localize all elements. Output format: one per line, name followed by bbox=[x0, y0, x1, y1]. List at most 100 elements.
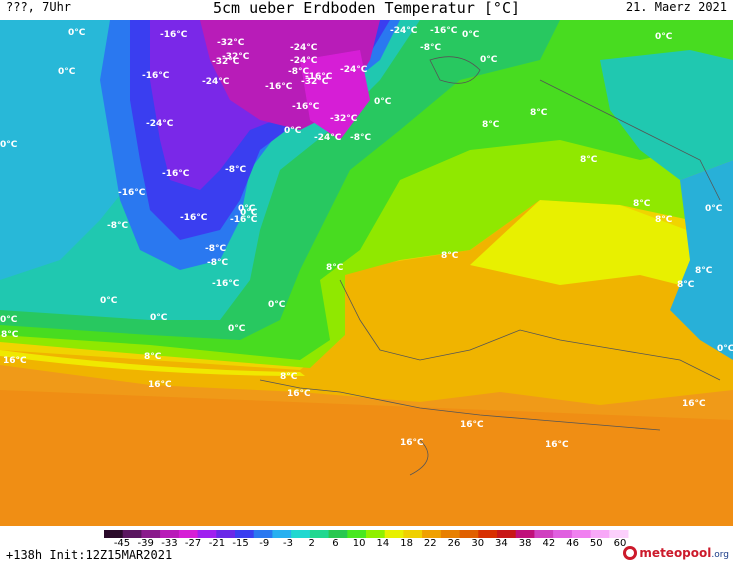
legend-tick-label: 6 bbox=[332, 538, 338, 548]
isotherm-label: 0°C bbox=[0, 315, 18, 325]
isotherm-label: 0°C bbox=[0, 140, 18, 150]
legend-swatch bbox=[590, 530, 610, 538]
isotherm-label: 0°C bbox=[705, 204, 723, 214]
legend-swatch bbox=[104, 530, 124, 538]
legend-tick-label: -21 bbox=[209, 538, 225, 548]
legend-tick-label: 60 bbox=[614, 538, 627, 548]
isotherm-label: -24°C bbox=[340, 65, 368, 75]
legend-swatch bbox=[497, 530, 517, 538]
isotherm-label: 0°C bbox=[58, 67, 76, 77]
legend-swatch bbox=[553, 530, 573, 538]
isotherm-label: -16°C bbox=[305, 72, 333, 82]
legend-tick-label: 14 bbox=[377, 538, 390, 548]
legend-swatch bbox=[216, 530, 236, 538]
isotherm-label: -16°C bbox=[292, 102, 320, 112]
isotherm-label: -24°C bbox=[290, 43, 318, 53]
map-title: 5cm ueber Erdboden Temperatur [°C] bbox=[212, 0, 521, 17]
legend-tick-label: -27 bbox=[185, 538, 201, 548]
legend-tick-label: 10 bbox=[353, 538, 366, 548]
legend-swatch bbox=[440, 530, 461, 538]
valid-date: 21. Maerz 2021 bbox=[625, 0, 727, 14]
legend-swatch bbox=[459, 530, 479, 538]
logo-main: meteopool bbox=[639, 546, 712, 560]
isotherm-label: -32°C bbox=[217, 38, 245, 48]
legend-swatch bbox=[384, 530, 404, 538]
legend-tick-label: 22 bbox=[424, 538, 437, 548]
isotherm-label: -32°C bbox=[212, 57, 240, 67]
legend-swatch bbox=[253, 530, 273, 538]
bright-yellow-region bbox=[470, 200, 725, 290]
isotherm-label: 16°C bbox=[682, 399, 706, 409]
isotherm-label: -32°C bbox=[222, 52, 250, 62]
legend-swatch bbox=[515, 530, 535, 538]
isotherm-label: -16°C bbox=[180, 213, 208, 223]
legend-tick-label: -45 bbox=[114, 538, 130, 548]
legend-swatch bbox=[178, 530, 199, 538]
isotherm-label: 0°C bbox=[238, 204, 256, 214]
isotherm-label: -16°C bbox=[160, 30, 188, 40]
legend-swatch bbox=[309, 530, 330, 538]
isotherm-label: -16°C bbox=[142, 71, 170, 81]
legend-tick-label: -33 bbox=[161, 538, 177, 548]
legend-swatch bbox=[478, 530, 498, 538]
legend-swatch bbox=[122, 530, 142, 538]
cyan-east-region bbox=[670, 160, 733, 360]
isotherm-label: -24°C bbox=[290, 56, 318, 66]
deep-magenta-region bbox=[300, 50, 370, 140]
legend-tick-label: 38 bbox=[519, 538, 532, 548]
isotherm-label: 0°C bbox=[268, 300, 286, 310]
isotherm-label: -8°C bbox=[288, 67, 309, 77]
isotherm-label: -16°C bbox=[118, 188, 146, 198]
legend-bar bbox=[104, 530, 629, 538]
meteopool-logo[interactable]: meteopool.org bbox=[623, 546, 729, 560]
isotherm-label: 16°C bbox=[400, 438, 424, 448]
isotherm-label: -8°C bbox=[107, 221, 128, 231]
isotherm-label: -24°C bbox=[202, 77, 230, 87]
map-header: ???, 7Uhr 5cm ueber Erdboden Temperatur … bbox=[0, 0, 733, 20]
isotherm-label: 0°C bbox=[462, 30, 480, 40]
isotherm-label: 0°C bbox=[240, 208, 258, 218]
legend-tick-label: -15 bbox=[232, 538, 248, 548]
logo-tld: .org bbox=[711, 550, 729, 560]
legend-tick-label: 34 bbox=[495, 538, 508, 548]
isotherm-label: 8°C bbox=[677, 280, 695, 290]
legend-tick-label: 26 bbox=[448, 538, 461, 548]
isotherm-label: -16°C bbox=[212, 279, 240, 289]
isotherm-label: 8°C bbox=[695, 266, 713, 276]
legend-ticks: -45 -39 -33 -27 -21 -15 -9 -3 2 6 10 14 18 22 26 30 34 38… bbox=[114, 538, 627, 548]
isotherm-label: -16°C bbox=[265, 82, 293, 92]
isotherm-label: 16°C bbox=[545, 440, 569, 450]
legend-swatch bbox=[571, 530, 592, 538]
isotherm-label: 0°C bbox=[68, 28, 86, 38]
init-time: +138h Init:12Z15MAR2021 bbox=[6, 548, 173, 562]
isotherm-label: -8°C bbox=[350, 133, 371, 143]
isotherm-label: 8°C bbox=[633, 199, 651, 209]
teal-ne-region bbox=[600, 50, 733, 180]
isotherm-label: -32°C bbox=[330, 114, 358, 124]
isotherm-label: 0°C bbox=[480, 55, 498, 65]
isotherm-label: -16°C bbox=[230, 215, 258, 225]
legend-swatch bbox=[272, 530, 292, 538]
warm-front-stripe bbox=[0, 350, 305, 376]
isotherm-label: 0°C bbox=[284, 126, 302, 136]
isotherm-label: 8°C bbox=[280, 372, 298, 382]
isotherm-label: -16°C bbox=[162, 169, 190, 179]
isotherm-label: 8°C bbox=[482, 120, 500, 130]
isotherm-label: 8°C bbox=[580, 155, 598, 165]
legend-swatch bbox=[609, 530, 629, 538]
legend-swatch bbox=[347, 530, 367, 538]
isotherm-label: -8°C bbox=[225, 165, 246, 175]
legend-tick-label: 30 bbox=[471, 538, 484, 548]
legend-tick-label: 2 bbox=[309, 538, 315, 548]
isotherm-label: 0°C bbox=[374, 97, 392, 107]
isotherm-label: 8°C bbox=[326, 263, 344, 273]
isotherm-label: 0°C bbox=[228, 324, 246, 334]
logo-icon bbox=[623, 546, 638, 560]
coastlines bbox=[259, 56, 721, 476]
isotherm-label: 0°C bbox=[655, 32, 673, 42]
run-label: ???, 7Uhr bbox=[6, 0, 72, 14]
legend-tick-label: 42 bbox=[543, 538, 556, 548]
isotherm-label: 16°C bbox=[287, 389, 311, 399]
isotherm-label: -8°C bbox=[205, 244, 226, 254]
legend-tick-label: 50 bbox=[590, 538, 603, 548]
